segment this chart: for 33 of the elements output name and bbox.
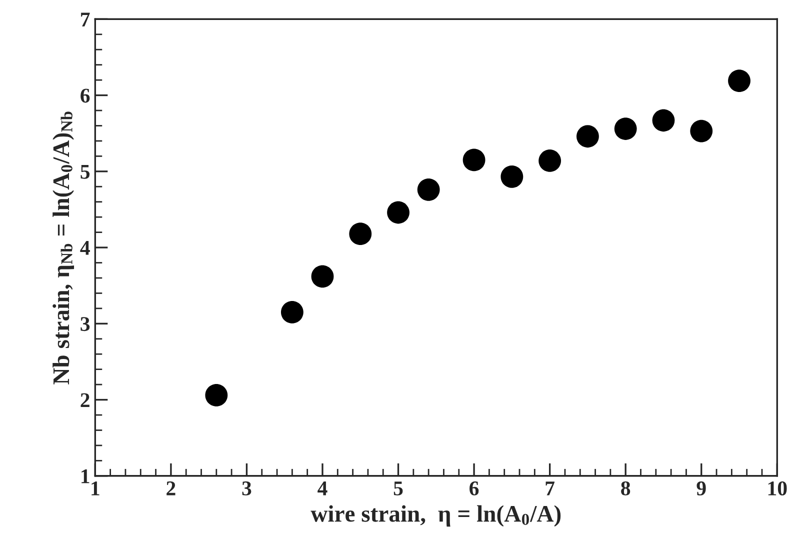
x-tick-label: 6: [470, 481, 479, 496]
y-tick-label: 3: [80, 317, 90, 332]
point: [349, 222, 372, 246]
y-axis-title: Nb strain, η$_{Nb}$ = ln(A$_{0}$/A)$_{Nb}$: [52, 112, 74, 384]
point: [690, 120, 713, 142]
point: [280, 301, 304, 324]
x-tick-label: 8: [621, 481, 630, 496]
point: [311, 265, 334, 288]
point: [576, 125, 599, 148]
x-tick-label: 7: [546, 482, 555, 496]
point: [652, 109, 675, 132]
y-tick-label: 7: [81, 12, 90, 26]
x-tick-label: 1: [92, 481, 100, 496]
x-axis-title: wire strain, η = ln(A$_{0}$/A): [310, 505, 561, 527]
point: [538, 150, 562, 172]
point: [614, 118, 637, 140]
y-tick-label: 6: [80, 88, 90, 103]
point: [205, 384, 228, 406]
y-tick-label: 4: [80, 241, 90, 255]
y-tick-label: 1: [82, 469, 90, 484]
x-tick-label: 3: [242, 481, 252, 496]
x-tick-label: 10: [768, 481, 787, 496]
y-tick-label: 2: [80, 393, 90, 407]
point: [462, 148, 486, 172]
point: [728, 70, 750, 92]
point: [387, 201, 410, 224]
x-tick-label: 2: [166, 481, 176, 496]
y-tick-label: 5: [80, 164, 90, 179]
point: [500, 166, 524, 188]
point: [417, 178, 440, 201]
x-tick-label: 9: [696, 481, 706, 496]
x-tick-label: 4: [318, 481, 328, 496]
x-tick-label: 5: [394, 482, 403, 496]
